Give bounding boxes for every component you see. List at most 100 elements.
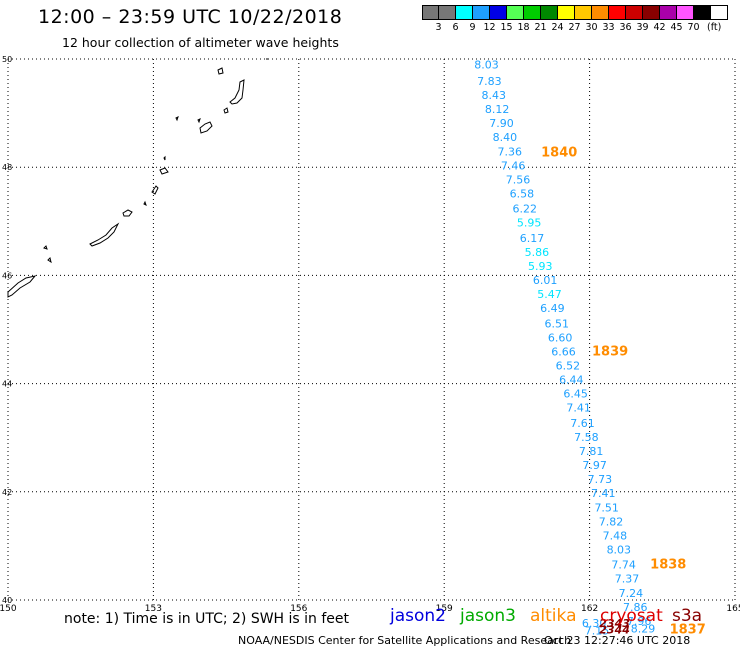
swh-reading: 7.56 <box>506 173 531 186</box>
swh-reading: 6.17 <box>520 232 545 245</box>
legend-label-30: 30 <box>585 22 598 33</box>
lat-tick-50: 50 <box>2 55 12 64</box>
lat-tick-42: 42 <box>2 488 12 497</box>
swh-reading: 6.49 <box>540 302 565 315</box>
swh-reading: 6.60 <box>548 331 573 344</box>
legend-swatch-27 <box>575 5 592 20</box>
swh-reading: 7.97 <box>582 459 607 472</box>
legend-label-6: 6 <box>452 22 459 33</box>
legend-swatch-6 <box>456 5 473 20</box>
legend-label-27: 27 <box>568 22 581 33</box>
swh-reading: 7.51 <box>594 501 619 514</box>
islet-7 <box>163 155 166 161</box>
islet-6 <box>223 107 229 114</box>
swh-reading: 6.66 <box>551 345 576 358</box>
swh-reading: 5.86 <box>525 246 550 259</box>
legend-swatch-36 <box>626 5 643 20</box>
satellite-cryosat-label: cryosat <box>600 606 663 626</box>
lat-tick-48: 48 <box>2 163 12 172</box>
coastline-kamchatka-tip <box>7 275 37 298</box>
legend-swatch-min <box>422 5 439 20</box>
pass-time-label: 1840 <box>541 145 577 160</box>
chart-title: 12:00 – 23:59 UTC 10/22/2018 <box>38 6 343 28</box>
legend-swatch-33 <box>609 5 626 20</box>
swh-reading: 8.40 <box>493 131 517 144</box>
island-urup <box>229 79 245 105</box>
lon-tick-156: 156 <box>290 604 307 614</box>
legend-swatch-3 <box>439 5 456 20</box>
lon-tick-150: 150 <box>0 604 17 614</box>
legend-label-70: 70 <box>687 22 700 33</box>
lat-lon-grid: 150 153 156 159 162 165 40 42 44 46 48 50 <box>0 55 740 614</box>
altimeter-readings: 8.03 7.838.438.127.908.407.367.467.566.58… <box>474 59 655 638</box>
lat-tick-40: 40 <box>2 596 12 605</box>
swh-reading: 7.81 <box>579 445 604 458</box>
islet-3 <box>143 200 147 206</box>
swh-reading: 5.47 <box>537 288 562 301</box>
swh-reading: 7.86 <box>623 601 648 614</box>
swh-reading: 7.74 <box>611 559 636 572</box>
units-note: note: 1) Time is in UTC; 2) SWH is in fe… <box>64 611 350 627</box>
source-credit: NOAA/NESDIS Center for Satellite Applica… <box>238 634 572 647</box>
swh-reading: 7.83 <box>477 75 502 88</box>
legend-swatch-9 <box>473 5 490 20</box>
pass-time-label: 2343 <box>599 617 630 630</box>
legend-swatch-42 <box>660 5 677 20</box>
legend-swatch-12 <box>490 5 507 20</box>
island-paramushir <box>89 222 120 247</box>
legend-swatch-18 <box>524 5 541 20</box>
swh-reading: 7.58 <box>574 431 599 444</box>
legend-label-39: 39 <box>636 22 649 33</box>
lon-tick-162: 162 <box>581 604 598 614</box>
swh-reading: 7.15 <box>585 625 610 638</box>
satellite-jason2-label: jason2 <box>390 606 446 626</box>
satellite-s3a-label: s3a <box>672 606 703 626</box>
legend-label-45: 45 <box>670 22 683 33</box>
islet-1 <box>43 245 48 250</box>
islet-5 <box>197 118 201 124</box>
lon-tick-159: 159 <box>436 604 453 614</box>
pass-time-label: 1838 <box>650 558 686 573</box>
swh-reading: 7.82 <box>599 515 624 528</box>
lat-tick-46: 46 <box>2 271 12 280</box>
swh-reading: 6.58 <box>510 187 535 200</box>
swh-reading: 6.45 <box>563 388 588 401</box>
swh-reading: 7.36 <box>498 145 522 158</box>
island-iturup-fragment <box>217 67 224 75</box>
swh-reading: 7.46 <box>501 159 526 172</box>
legend-label-12: 12 <box>483 22 496 33</box>
legend-swatch-39 <box>643 5 660 20</box>
islet-4 <box>175 116 179 122</box>
swh-reading: 7.24 <box>619 587 644 600</box>
legend-label-33: 33 <box>602 22 615 33</box>
legend-swatch-24 <box>558 5 575 20</box>
swh-reading: 5.95 <box>517 217 542 230</box>
swh-reading: 8.12 <box>485 103 510 116</box>
swh-reading: 7.48 <box>603 529 628 542</box>
coastline <box>7 58 269 298</box>
lon-tick-165: 165 <box>726 604 740 614</box>
swh-reading: 7.73 <box>588 473 613 486</box>
swh-reading: 6.51 <box>545 317 570 330</box>
chart-subtitle: 12 hour collection of altimeter wave hei… <box>62 35 339 50</box>
swh-reading: 8.03 <box>607 543 632 556</box>
legend-label-3: 3 <box>435 22 442 33</box>
swh-reading: 7.61 <box>570 417 595 430</box>
island-shiashkotan <box>151 185 159 195</box>
swh-reading: 6.22 <box>513 203 538 216</box>
islet-2 <box>47 257 52 264</box>
swh-reading: 7.41 <box>566 402 591 415</box>
pass-time-label: 1837 <box>670 623 706 638</box>
lon-tick-153: 153 <box>145 604 162 614</box>
swh-reading: 5.93 <box>528 260 553 273</box>
legend-swatch-30 <box>592 5 609 20</box>
lat-tick-44: 44 <box>2 380 12 389</box>
generated-timestamp: Oct 23 12:27:46 UTC 2018 <box>544 634 691 647</box>
legend-label-18: 18 <box>517 22 530 33</box>
legend-label-24: 24 <box>551 22 564 33</box>
legend-swatch-21 <box>541 5 558 20</box>
island-matua <box>159 167 169 175</box>
legend-label-21: 21 <box>534 22 547 33</box>
